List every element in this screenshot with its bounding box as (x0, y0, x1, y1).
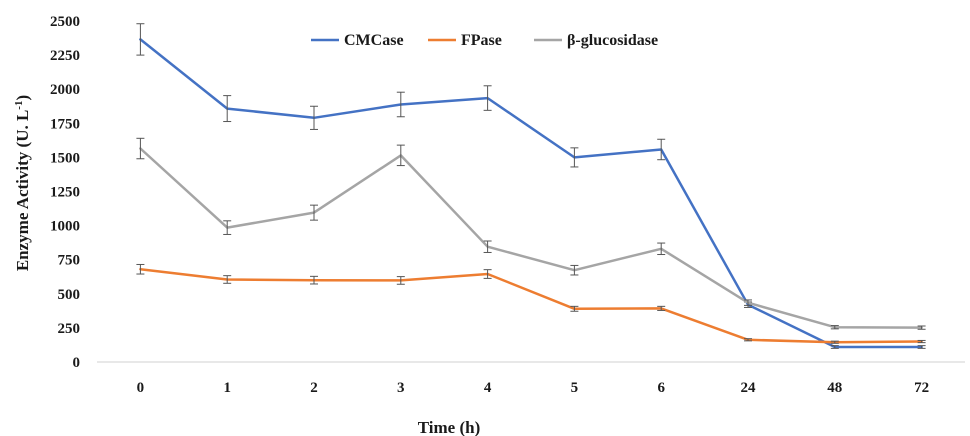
error-bar (917, 325, 926, 330)
y-axis-title-main: Enzyme Activity (U. L (13, 110, 32, 271)
y-tick-label: 2500 (50, 14, 80, 30)
series-FPase (136, 263, 926, 344)
x-tick-label: 6 (657, 380, 665, 396)
error-bar (657, 305, 666, 311)
x-tick-label: 5 (571, 380, 579, 396)
error-bar (744, 338, 752, 342)
series-line (139, 267, 923, 344)
error-bar (830, 325, 839, 330)
error-bar (223, 275, 232, 284)
error-bar (570, 305, 579, 312)
error-bar (483, 85, 492, 111)
error-bar (917, 339, 926, 344)
legend: CMCase FPase β-glucosidase (311, 32, 658, 49)
x-tick-label: 1 (223, 380, 231, 396)
error-bar (310, 275, 318, 285)
error-bar (830, 340, 839, 344)
error-bar (223, 95, 232, 123)
error-bar (917, 345, 926, 349)
axes: 0 250 500 750 1000 1250 1500 1750 2000 2250 2500 0 1… (50, 14, 965, 396)
y-axis-title: Enzyme Activity (U. L-1) (13, 95, 32, 271)
legend-item: CMCase (311, 32, 404, 49)
x-tick-label: 24 (741, 380, 757, 396)
error-bar (570, 264, 579, 276)
y-tick-label: 1750 (50, 116, 80, 132)
x-tick-label: 2 (310, 380, 318, 396)
y-tick-label: 2000 (50, 82, 80, 98)
error-bar (570, 147, 579, 168)
series-layer (136, 23, 926, 349)
error-bar (136, 137, 145, 160)
y-tick-label: 750 (58, 253, 81, 269)
y-axis-title-sup: -1 (13, 101, 25, 110)
error-bar (310, 105, 318, 130)
series-CMCase (136, 23, 926, 349)
series-line (139, 147, 923, 329)
series-β-glucosidase (136, 137, 926, 330)
error-bar (396, 276, 405, 285)
error-bar (483, 240, 492, 253)
error-bar (830, 345, 839, 349)
y-tick-label: 0 (73, 355, 81, 371)
error-bar (483, 269, 492, 279)
y-tick-label: 2250 (50, 48, 80, 64)
y-tick-label: 1500 (50, 150, 80, 166)
error-bar (396, 144, 405, 167)
y-tick-label: 1000 (50, 219, 80, 235)
y-tick-label: 1250 (50, 185, 80, 201)
x-axis-title: Time (h) (418, 418, 481, 436)
error-bar (136, 23, 145, 56)
legend-item: FPase (428, 32, 502, 49)
x-tick-label: 0 (137, 380, 145, 396)
error-bar (396, 91, 405, 118)
y-tick-label: 500 (58, 287, 81, 303)
y-axis-title-close: ) (13, 95, 32, 101)
x-tick-label: 4 (484, 380, 492, 396)
error-bar (136, 263, 145, 275)
legend-label: FPase (461, 32, 502, 49)
legend-item: β-glucosidase (534, 32, 658, 49)
y-tick-label: 250 (58, 321, 81, 337)
error-bar (657, 242, 666, 256)
x-tick-label: 3 (397, 380, 405, 396)
series-line (139, 38, 923, 349)
x-tick-label: 72 (914, 380, 929, 396)
legend-label: β-glucosidase (567, 32, 658, 49)
error-bar (310, 204, 318, 221)
error-bar (657, 138, 666, 161)
error-bar (744, 299, 752, 306)
legend-label: CMCase (344, 32, 404, 49)
x-tick-label: 48 (827, 380, 842, 396)
error-bar (223, 220, 232, 235)
